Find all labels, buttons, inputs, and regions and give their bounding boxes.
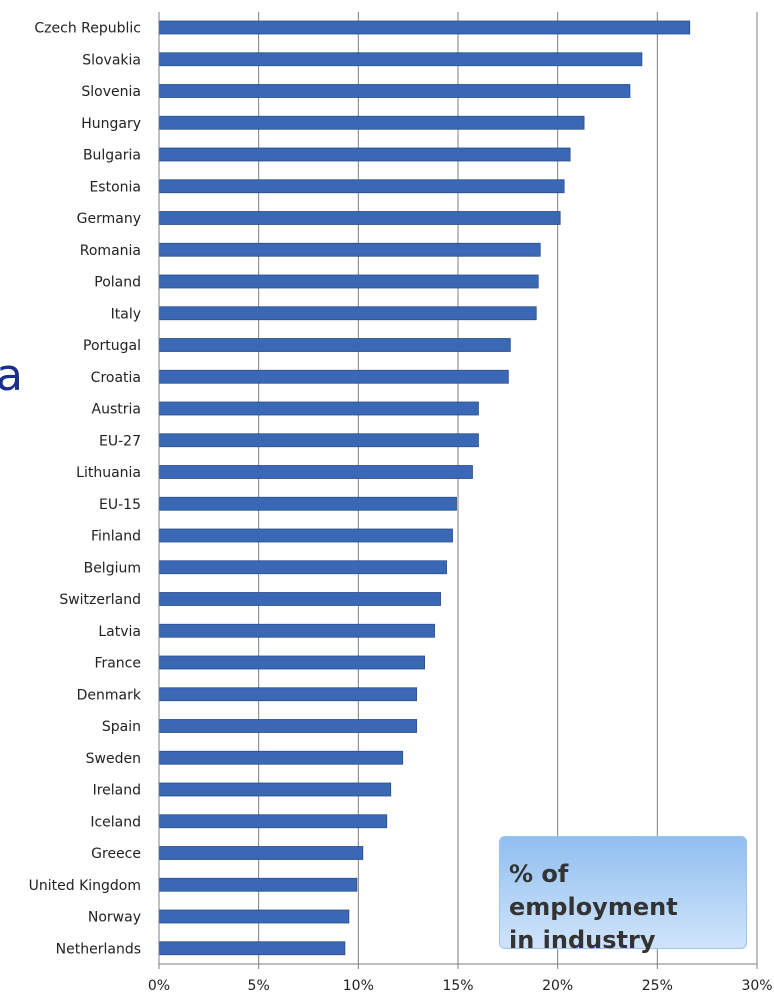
bar bbox=[159, 750, 404, 765]
x-tick-label: 10% bbox=[343, 978, 374, 994]
bar bbox=[159, 592, 441, 606]
bar bbox=[159, 846, 364, 860]
x-tick-label: 25% bbox=[642, 978, 673, 994]
x-tick-label: 15% bbox=[442, 978, 473, 994]
category-label: EU-27 bbox=[99, 433, 141, 449]
bar bbox=[159, 528, 453, 543]
category-label: Croatia bbox=[91, 370, 141, 386]
category-label: Lithuania bbox=[76, 465, 141, 481]
bar bbox=[159, 115, 585, 130]
category-label: Spain bbox=[102, 719, 141, 735]
category-label: Slovenia bbox=[81, 84, 141, 100]
category-label: Slovakia bbox=[82, 52, 141, 68]
bar bbox=[159, 465, 473, 479]
bar bbox=[159, 242, 541, 257]
bar bbox=[159, 369, 509, 384]
cropped-text-fragment: a bbox=[0, 350, 23, 401]
bar bbox=[159, 306, 537, 321]
x-tick-label: 20% bbox=[542, 978, 573, 994]
category-label: Germany bbox=[77, 211, 141, 227]
bar bbox=[159, 560, 447, 575]
category-label: Romania bbox=[80, 243, 141, 259]
category-label: Sweden bbox=[86, 751, 141, 767]
category-label: France bbox=[94, 656, 141, 672]
bars bbox=[159, 20, 691, 956]
bar bbox=[159, 179, 565, 194]
bar bbox=[159, 941, 346, 956]
bar bbox=[159, 433, 479, 448]
bar bbox=[159, 338, 511, 352]
chart-annotation-box: % of employment in industry bbox=[499, 836, 747, 954]
category-label: Bulgaria bbox=[83, 148, 141, 164]
category-label: Hungary bbox=[81, 116, 141, 132]
gridlines bbox=[258, 12, 758, 964]
bar bbox=[159, 782, 392, 797]
bar bbox=[159, 20, 691, 35]
bar bbox=[159, 909, 350, 924]
category-label: Denmark bbox=[77, 687, 142, 703]
category-labels: Czech Republic Slovakia Slovenia Hungary Bul… bbox=[29, 21, 142, 958]
x-tick-label: 0% bbox=[148, 978, 170, 994]
bar bbox=[159, 623, 435, 638]
category-label: Netherlands bbox=[56, 941, 141, 957]
bar bbox=[159, 274, 539, 289]
category-label: Poland bbox=[94, 275, 141, 291]
bar bbox=[159, 687, 418, 702]
category-label: Austria bbox=[92, 402, 141, 418]
category-label: Switzerland bbox=[59, 592, 141, 608]
bar bbox=[159, 52, 643, 67]
bar bbox=[159, 147, 571, 162]
bar bbox=[159, 211, 561, 225]
category-label: Finland bbox=[91, 529, 141, 545]
bar bbox=[159, 719, 418, 733]
x-tick-label: 5% bbox=[248, 978, 270, 994]
category-label: Czech Republic bbox=[34, 21, 141, 37]
axes bbox=[158, 12, 758, 969]
category-label: United Kingdom bbox=[29, 878, 141, 894]
chart-annotation-text: % of employment in industry bbox=[509, 860, 678, 954]
category-label: Italy bbox=[111, 306, 141, 322]
category-label: Estonia bbox=[89, 179, 141, 195]
bar bbox=[159, 814, 388, 829]
category-label: Norway bbox=[88, 910, 141, 926]
category-label: Portugal bbox=[83, 338, 141, 354]
category-label: Belgium bbox=[84, 560, 141, 576]
x-tick-labels: 0% 5% 10% 15% 20% 25% 30% bbox=[148, 978, 773, 994]
bar bbox=[159, 84, 631, 98]
x-tick-label: 30% bbox=[741, 978, 772, 994]
category-label: Latvia bbox=[98, 624, 141, 640]
bar bbox=[159, 496, 457, 511]
category-label: Iceland bbox=[90, 814, 141, 830]
bar bbox=[159, 401, 479, 416]
category-label: Ireland bbox=[93, 783, 141, 799]
category-label: Greece bbox=[91, 846, 141, 862]
bar bbox=[159, 877, 358, 892]
bar bbox=[159, 655, 426, 670]
category-label: EU-15 bbox=[99, 497, 141, 513]
